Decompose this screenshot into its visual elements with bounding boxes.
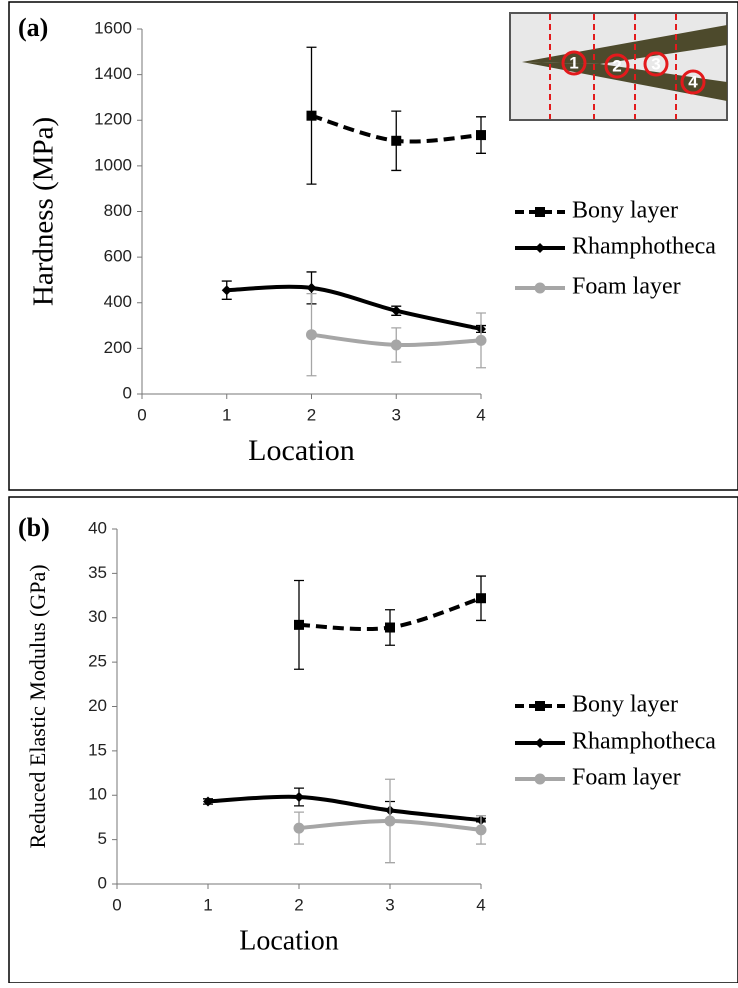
marker: [203, 796, 213, 807]
y-tick-label: 30: [88, 607, 107, 626]
y-tick-label: 35: [88, 563, 107, 582]
panel-label: (a): [18, 13, 48, 42]
marker: [391, 305, 402, 316]
x-tick-label: 3: [392, 405, 401, 424]
x-tick-label: 4: [476, 405, 485, 424]
inset-label: 3: [651, 54, 660, 73]
y-tick-label: 1200: [94, 110, 132, 129]
marker: [475, 824, 487, 836]
marker: [221, 285, 232, 296]
marker: [385, 622, 395, 633]
inset-label: 4: [688, 72, 698, 91]
x-tick-label: 0: [137, 405, 146, 424]
x-tick-label: 0: [112, 895, 121, 914]
x-tick-label: 1: [222, 405, 231, 424]
y-tick-label: 20: [88, 696, 107, 715]
marker: [294, 792, 304, 803]
x-tick-label: 4: [476, 895, 485, 914]
series-line: [226, 284, 482, 331]
inset-circle: [643, 51, 669, 77]
y-axis-label: Hardness (MPa): [28, 117, 60, 306]
x-axis-label: Location: [239, 925, 339, 956]
marker: [390, 339, 402, 351]
inset-circle: [561, 50, 587, 76]
marker: [294, 619, 304, 630]
beak-lower: [522, 62, 727, 101]
panel: (b) 0 5 10 15 20 25 30 35 40 0 1 2 3 4 Location Reduced …: [8, 496, 738, 984]
legend-label: Rhamphotheca: [572, 729, 716, 755]
y-tick-label: 1600: [94, 18, 132, 37]
y-tick-label: 200: [104, 338, 132, 357]
marker: [534, 282, 546, 294]
legend-label: Foam layer: [572, 274, 681, 300]
marker: [306, 282, 317, 293]
marker: [475, 334, 487, 346]
panel-label: (b): [18, 513, 50, 542]
panel-border: [8, 1, 738, 491]
x-tick-label: 3: [385, 895, 394, 914]
x-tick-label: 2: [294, 895, 303, 914]
y-axis-label: Reduced Elastic Modulus (GPa): [25, 564, 50, 848]
legend-label: Rhamphotheca: [572, 234, 716, 260]
marker: [391, 135, 402, 146]
series-line: [207, 794, 482, 823]
marker: [535, 243, 545, 253]
y-tick-label: 15: [88, 740, 107, 759]
y-tick-label: 10: [88, 785, 107, 804]
inset-label: 2: [612, 56, 621, 75]
panel: (a) 0 200 400 600 800 1000 1200 1400 1600 0 1 2 3 4 Loc…: [8, 1, 738, 491]
legend-label: Bony layer: [572, 692, 678, 718]
y-tick-label: 600: [104, 247, 132, 266]
y-tick-label: 0: [123, 383, 132, 402]
marker: [476, 593, 486, 604]
inset-diagram: 1 2 3 4: [509, 12, 728, 121]
y-tick-label: 40: [88, 518, 107, 537]
x-axis-label: Location: [248, 434, 355, 467]
marker: [535, 701, 545, 711]
y-tick-label: 1400: [94, 64, 132, 83]
y-tick-label: 800: [104, 201, 132, 220]
y-tick-label: 400: [104, 292, 132, 311]
y-tick-label: 25: [88, 652, 107, 671]
inset-circle: [604, 53, 630, 79]
inset-label: 1: [569, 53, 578, 72]
y-tick-label: 0: [98, 873, 107, 892]
x-tick-label: 2: [307, 405, 316, 424]
marker: [293, 822, 305, 834]
legend-label: Bony layer: [572, 198, 678, 224]
legend-label: Foam layer: [572, 765, 681, 791]
y-tick-label: 1000: [94, 155, 132, 174]
marker: [476, 130, 486, 141]
marker: [306, 329, 317, 341]
marker: [535, 207, 545, 217]
x-tick-label: 1: [203, 895, 212, 914]
marker: [534, 773, 546, 785]
marker: [535, 738, 545, 748]
marker: [306, 110, 317, 121]
y-tick-label: 5: [98, 829, 107, 848]
marker: [384, 815, 396, 827]
inset-circle: [680, 69, 706, 95]
